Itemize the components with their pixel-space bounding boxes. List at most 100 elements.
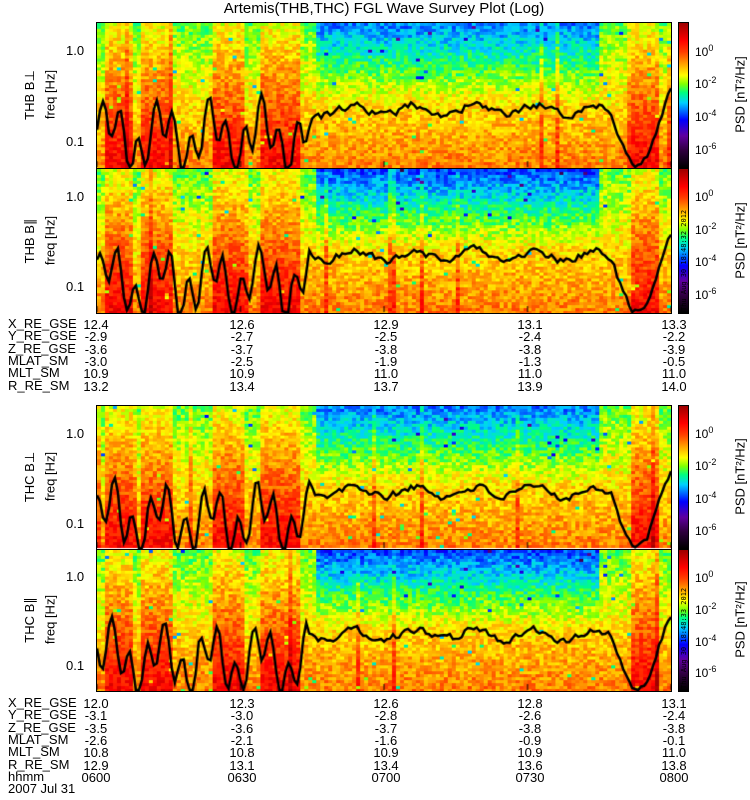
- colorbar-tick-exponent: -4: [708, 632, 717, 643]
- colorbar-4: [678, 549, 689, 692]
- orbit-value: 10.8: [229, 745, 255, 761]
- colorbar-tick-base: 10: [695, 77, 709, 92]
- ytick-label: 1.0: [66, 189, 85, 205]
- colorbar-tick: 10-4: [695, 108, 716, 124]
- colorbar-tick-base: 10: [695, 288, 709, 303]
- colorbar-tick: 10-4: [695, 253, 716, 269]
- colorbar-tick: 100: [695, 569, 713, 585]
- colorbar-tick-exponent: 0: [708, 425, 714, 436]
- orbit-value: -2.5: [374, 329, 398, 345]
- orbit-value: 13.1: [661, 696, 687, 711]
- colorbar-tick-exponent: 0: [708, 568, 714, 579]
- colorbar-tick-base: 10: [695, 459, 709, 474]
- colorbar-tick: 100: [695, 43, 713, 59]
- orbit-value: 14.0: [661, 378, 687, 394]
- orbit-value: -2.4: [662, 708, 686, 724]
- orbit-value: -3.8: [374, 341, 398, 357]
- orbit-value: 13.6: [517, 757, 543, 773]
- colorbar-tick-base: 10: [695, 190, 709, 205]
- orbit-value: -3.8: [518, 341, 542, 357]
- ytick-label: 1.0: [66, 569, 85, 585]
- colorbar-tick-exponent: -2: [708, 220, 717, 231]
- colorbar-tick-base: 10: [695, 634, 709, 649]
- spectrogram-4: [96, 549, 672, 692]
- orbit-value: -2.1: [230, 732, 254, 748]
- colorbar-tick: 10-4: [695, 490, 716, 506]
- spectrogram-1: [96, 22, 672, 169]
- orbit-row-label: Y_RE_GSE: [8, 328, 77, 344]
- orbit-value: -3.5: [84, 720, 108, 736]
- orbit-value: -2.6: [84, 732, 108, 748]
- orbit-value: -1.6: [374, 732, 398, 748]
- colorbar-tick: 10-2: [695, 75, 716, 91]
- orbit-value: 10.9: [83, 366, 109, 382]
- orbit-value: 12.3: [229, 696, 255, 711]
- orbit-value: -3.0: [84, 353, 108, 369]
- colorbar-tick-exponent: -2: [708, 457, 717, 468]
- colorbar-tick-exponent: -4: [708, 489, 717, 500]
- orbit-value: -3.6: [230, 720, 254, 736]
- colorbar-tick-exponent: -4: [708, 108, 717, 119]
- colorbar-tick-base: 10: [695, 570, 709, 585]
- orbit-value: -1.3: [518, 353, 542, 369]
- orbit-value: -3.8: [662, 720, 686, 736]
- orbit-value: 12.9: [83, 757, 109, 773]
- colorbar-tick-base: 10: [695, 666, 709, 681]
- orbit-value: 0630: [227, 769, 257, 785]
- orbit-value: -2.7: [230, 329, 254, 345]
- orbit-row-label: X_RE_GSE: [8, 695, 77, 710]
- ytick-label: 1.0: [66, 425, 85, 441]
- orbit-value: -3.0: [230, 708, 254, 724]
- orbit-row-label: hhmm: [8, 768, 45, 784]
- orbit-row-label: R_RE_SM: [8, 756, 70, 772]
- colorbar-tick: 10-6: [695, 286, 716, 302]
- orbit-value: 12.4: [83, 317, 109, 332]
- plot-title: Artemis(THB,THC) FGL Wave Survey Plot (L…: [223, 0, 545, 17]
- colorbar-tick: 10-2: [695, 457, 716, 473]
- ytick-label: 0.1: [66, 515, 85, 531]
- colorbar-tick: 100: [695, 425, 713, 441]
- orbit-row-label: Y_RE_GSE: [8, 707, 77, 723]
- orbit-value: -3.7: [230, 341, 254, 357]
- colorbar-tick-base: 10: [695, 255, 709, 270]
- orbit-value: 13.2: [83, 378, 109, 394]
- orbit-value: -2.6: [518, 708, 542, 724]
- orbit-value: 0800: [659, 769, 689, 785]
- orbit-value: 12.9: [373, 317, 399, 332]
- ytick-label: 0.1: [66, 279, 85, 295]
- panel-label: THB B∥: [22, 218, 37, 263]
- orbit-value: 11.0: [517, 366, 543, 382]
- orbit-value: 11.0: [373, 366, 399, 382]
- orbit-value: -3.1: [84, 708, 108, 724]
- colorbar-tick-exponent: -6: [708, 522, 717, 533]
- spectrogram-3: [96, 405, 672, 550]
- orbit-row-label: Z_RE_GSE: [8, 340, 76, 356]
- orbit-value: 10.9: [373, 745, 399, 761]
- orbit-row-label: Z_RE_GSE: [8, 719, 76, 735]
- orbit-value: -3.8: [518, 720, 542, 736]
- orbit-row-label: X_RE_GSE: [8, 316, 77, 331]
- orbit-value: 13.8: [661, 757, 687, 773]
- orbit-value: 10.9: [229, 366, 255, 382]
- y-axis-label: freq [Hz]: [42, 451, 58, 502]
- colorbar-tick: 10-6: [695, 522, 716, 538]
- colorbar-tick-exponent: -6: [708, 140, 717, 151]
- panel-label: THC B⊥: [22, 451, 37, 503]
- orbit-value: -0.5: [662, 353, 686, 369]
- y-axis-label: freq [Hz]: [42, 69, 58, 120]
- colorbar-tick-exponent: -6: [708, 664, 717, 675]
- colorbar-tick-base: 10: [695, 44, 709, 59]
- colorbar-tick: 10-2: [695, 601, 716, 617]
- colorbar-tick-exponent: 0: [708, 188, 714, 199]
- ytick-label: 1.0: [66, 43, 85, 59]
- orbit-value: 13.7: [373, 378, 399, 394]
- orbit-value: -2.4: [518, 329, 542, 345]
- ytick-label: 0.1: [66, 657, 85, 673]
- orbit-value: 13.1: [517, 317, 543, 332]
- colorbar-tick-base: 10: [695, 524, 709, 539]
- y-axis-label: freq [Hz]: [42, 215, 58, 265]
- colorbar-label: PSD [nT²/Hz]: [732, 56, 748, 133]
- colorbar-tick: 10-6: [695, 141, 716, 157]
- orbit-value: -2.2: [662, 329, 686, 345]
- orbit-value: 12.0: [83, 696, 109, 711]
